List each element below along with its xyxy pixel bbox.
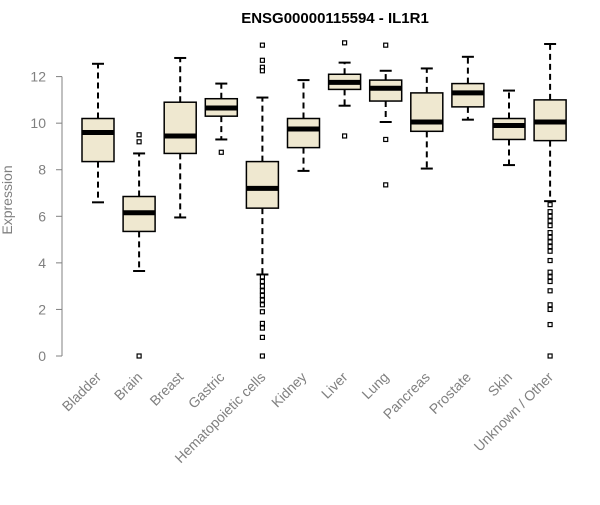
box-11	[533, 43, 567, 359]
outlier-point	[547, 278, 553, 285]
outlier-point	[136, 132, 142, 138]
box-2	[163, 56, 197, 219]
y-tick-label: 12	[30, 69, 46, 85]
x-category-label: Brain	[111, 369, 145, 403]
box-iqr	[245, 160, 280, 209]
y-tick-label: 4	[38, 255, 46, 271]
box-7	[368, 42, 403, 188]
outlier-point	[547, 306, 553, 313]
chart-title: ENSG00000115594 - IL1R1	[241, 10, 429, 27]
outlier-point	[259, 325, 265, 331]
x-category-label: Bladder	[59, 369, 105, 415]
outlier-point	[547, 321, 553, 328]
outlier-point	[547, 288, 553, 294]
outlier-point	[136, 139, 142, 145]
x-category-label: Breast	[146, 369, 186, 409]
outlier-point	[259, 288, 265, 294]
outlier-point	[259, 42, 265, 48]
outlier-point	[547, 229, 553, 236]
box-4	[245, 42, 280, 359]
outlier-point	[547, 257, 553, 264]
outlier-point	[259, 68, 265, 74]
x-category-label: Prostate	[426, 369, 474, 417]
x-category-label: Liver	[318, 369, 351, 402]
box-5	[286, 79, 321, 172]
outlier-point	[547, 248, 553, 254]
box-8	[410, 67, 444, 170]
box-iqr	[410, 92, 444, 133]
y-tick-label: 6	[38, 208, 46, 224]
x-category-label: Skin	[485, 369, 516, 400]
box-6	[327, 40, 362, 139]
box-9	[451, 55, 485, 121]
outlier-point	[342, 40, 348, 46]
y-axis-label: Expression	[0, 165, 15, 234]
outlier-point	[259, 57, 265, 63]
outlier-point	[259, 320, 265, 327]
outlier-point	[218, 149, 224, 155]
outlier-point	[547, 202, 553, 208]
box-0	[81, 62, 115, 204]
outlier-point	[383, 182, 389, 188]
outlier-point	[547, 243, 553, 250]
box-10	[492, 89, 526, 167]
y-tick-label: 10	[30, 115, 46, 131]
outlier-point	[383, 42, 389, 48]
x-category-label: Kidney	[268, 369, 310, 411]
box-iqr	[492, 117, 526, 141]
x-category-label: Lung	[358, 369, 391, 402]
box-iqr	[163, 101, 197, 155]
y-tick-label: 0	[38, 348, 46, 364]
outlier-point	[259, 334, 265, 340]
outlier-point	[547, 209, 553, 215]
outlier-point	[547, 274, 553, 280]
box-iqr	[81, 117, 115, 163]
outlier-point	[547, 353, 553, 359]
outlier-point	[547, 239, 553, 245]
outlier-point	[259, 353, 265, 359]
outlier-point	[136, 353, 142, 359]
outlier-point	[547, 302, 553, 308]
outlier-point	[259, 283, 265, 289]
outlier-point	[547, 213, 553, 219]
y-tick-label: 2	[38, 301, 46, 317]
outlier-point	[259, 302, 265, 308]
outlier-point	[547, 234, 553, 240]
outlier-point	[259, 297, 265, 303]
boxes-group	[81, 40, 567, 359]
y-tick-label: 8	[38, 162, 46, 178]
outlier-point	[342, 133, 348, 139]
outlier-point	[259, 274, 265, 280]
box-iqr	[286, 117, 321, 149]
outlier-point	[547, 218, 553, 224]
outlier-point	[547, 269, 553, 275]
outlier-point	[259, 292, 265, 299]
outlier-point	[259, 309, 265, 315]
y-axis: 0 2 4 6 8 10 12	[30, 69, 63, 364]
box-1	[122, 132, 156, 359]
outlier-point	[547, 223, 553, 229]
box-3	[204, 82, 239, 155]
outlier-point	[383, 136, 389, 143]
outlier-point	[259, 278, 265, 285]
